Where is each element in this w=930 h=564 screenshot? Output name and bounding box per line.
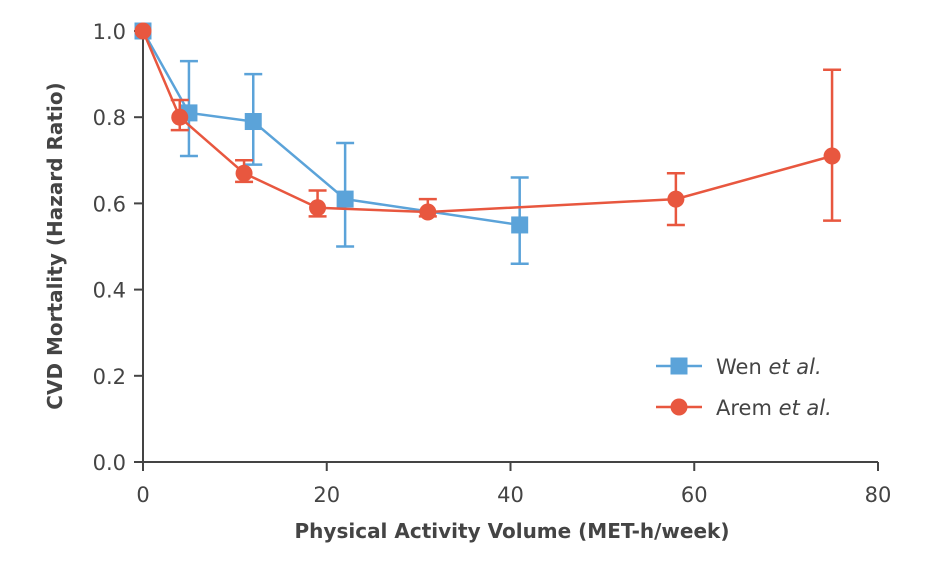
x-axis-title: Physical Activity Volume (MET-h/week) xyxy=(295,519,730,543)
data-point-circle xyxy=(235,164,253,182)
legend-label: Wen et al. xyxy=(716,355,822,379)
data-point-square xyxy=(244,113,262,131)
error-bar xyxy=(823,68,842,222)
x-tick-label: 20 xyxy=(313,483,340,507)
data-point-circle xyxy=(823,147,841,165)
legend-square-marker xyxy=(670,357,688,375)
y-tick-label: 0.8 xyxy=(93,106,126,130)
series-wen xyxy=(134,22,529,265)
legend-item-wen: Wen et al. xyxy=(656,355,822,379)
data-point-circle xyxy=(419,203,437,221)
series-line xyxy=(141,30,520,227)
legend-circle-marker xyxy=(670,398,688,416)
y-tick-label: 0.2 xyxy=(93,365,126,389)
x-tick-label: 80 xyxy=(865,483,892,507)
data-point-square xyxy=(336,190,354,208)
data-point-circle xyxy=(667,190,685,208)
series-arem xyxy=(134,22,842,227)
y-tick-label: 0.4 xyxy=(93,279,126,303)
legend-item-arem: Arem et al. xyxy=(656,396,832,420)
x-tick-label: 60 xyxy=(681,483,708,507)
legend-label: Arem et al. xyxy=(716,396,832,420)
y-tick-label: 0.6 xyxy=(93,192,126,216)
data-point-circle xyxy=(309,199,327,217)
legend: Wen et al. Arem et al. xyxy=(656,355,832,420)
data-point-circle xyxy=(134,22,152,40)
y-tick-label: 1.0 xyxy=(93,20,126,44)
y-axis-title: CVD Mortality (Hazard Ratio) xyxy=(43,82,67,409)
data-point-square xyxy=(511,216,529,234)
y-tick-label: 0.0 xyxy=(93,451,126,475)
x-tick-label: 40 xyxy=(497,483,524,507)
x-tick-label: 0 xyxy=(136,483,149,507)
series-layer xyxy=(134,22,842,265)
axes: 0.0 0.2 0.4 0.6 0.8 1.0 0 20 40 60 80 xyxy=(93,20,892,507)
data-point-circle xyxy=(171,108,189,126)
